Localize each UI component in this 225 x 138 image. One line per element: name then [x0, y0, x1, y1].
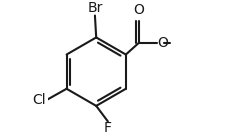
Text: Br: Br	[87, 2, 102, 15]
Text: Cl: Cl	[32, 93, 46, 107]
Text: O: O	[133, 3, 144, 17]
Text: O: O	[157, 36, 168, 50]
Text: F: F	[103, 121, 111, 135]
